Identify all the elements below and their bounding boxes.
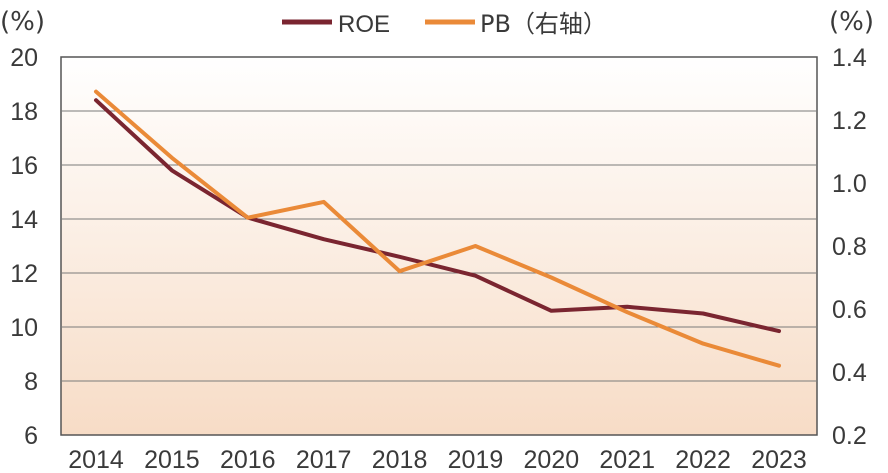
right-axis-unit: (%) xyxy=(829,7,874,37)
left-tick-label: 16 xyxy=(10,152,38,180)
left-tick-label: 10 xyxy=(10,314,38,342)
left-tick-label: 18 xyxy=(10,98,38,126)
plot-area xyxy=(60,56,818,436)
series-line-roe xyxy=(94,98,781,334)
x-tick-label: 2023 xyxy=(751,446,807,473)
x-tick-label: 2016 xyxy=(220,446,276,473)
right-tick-label: 1.4 xyxy=(832,44,867,72)
legend-label-pb: PB（右轴） xyxy=(480,10,607,38)
x-tick-label: 2022 xyxy=(675,446,731,473)
legend-label-roe: ROE xyxy=(338,11,390,38)
x-tick-label: 2018 xyxy=(372,446,428,473)
x-tick-label: 2015 xyxy=(144,446,200,473)
right-tick-label: 0.4 xyxy=(832,359,867,387)
gridlines xyxy=(61,110,817,382)
left-tick-label: 20 xyxy=(10,44,38,72)
legend: ROE PB（右轴） xyxy=(282,10,607,38)
left-axis-unit: (%) xyxy=(0,7,45,37)
right-tick-label: 1.2 xyxy=(832,107,867,135)
x-axis-ticks: 2014 2015 2016 2017 2018 2019 2020 2021 2022 2023 xyxy=(68,446,807,473)
left-tick-label: 8 xyxy=(24,368,38,396)
x-tick-label: 2014 xyxy=(68,446,124,473)
right-tick-label: 0.6 xyxy=(832,296,867,324)
series-line-pb xyxy=(94,89,781,368)
left-tick-label: 14 xyxy=(10,206,38,234)
left-axis-ticks: 20 18 16 14 12 10 8 6 xyxy=(10,44,38,450)
right-tick-label: 0.8 xyxy=(832,233,867,261)
x-tick-label: 2020 xyxy=(524,446,580,473)
series-lines xyxy=(94,89,781,368)
left-tick-label: 12 xyxy=(10,260,38,288)
right-axis-ticks: 1.4 1.2 1.0 0.8 0.6 0.4 0.2 xyxy=(832,44,867,450)
x-tick-label: 2019 xyxy=(448,446,504,473)
right-tick-label: 0.2 xyxy=(832,422,867,450)
left-tick-label: 6 xyxy=(24,422,38,450)
x-tick-label: 2021 xyxy=(599,446,655,473)
x-tick-label: 2017 xyxy=(296,446,352,473)
right-tick-label: 1.0 xyxy=(832,170,867,198)
